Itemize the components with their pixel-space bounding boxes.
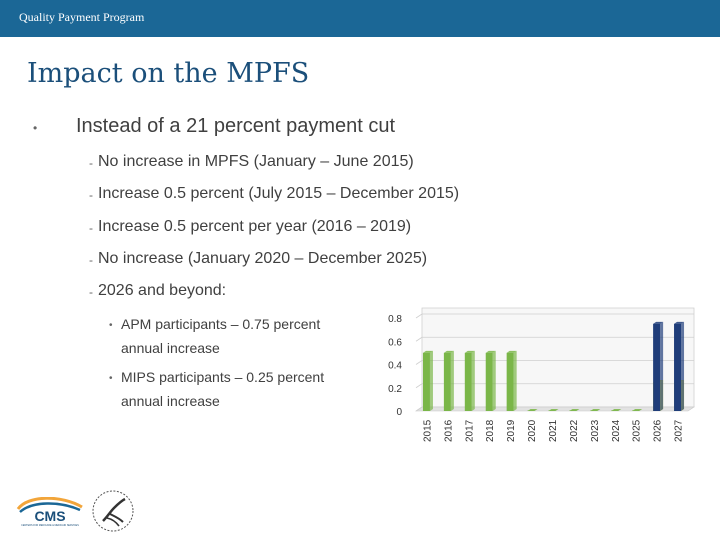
x-tick-label: 2018	[485, 419, 496, 442]
y-tick-label: 0.6	[388, 337, 402, 348]
x-tick-label: 2027	[674, 419, 685, 442]
cms-logo-text: CMS	[34, 508, 65, 524]
x-tick-label: 2015	[422, 419, 433, 442]
cms-logo-subtext: CENTERS FOR MEDICARE & MEDICAID SERVICES	[21, 524, 79, 527]
bar-top	[422, 350, 433, 353]
bar	[674, 323, 682, 411]
bar	[569, 410, 577, 411]
bullet-marker: •	[109, 373, 113, 384]
cms-logo: CMS CENTERS FOR MEDICARE & MEDICAID SERV…	[16, 497, 83, 527]
bar-side	[429, 350, 433, 411]
bar	[422, 352, 430, 411]
bar	[485, 352, 493, 411]
sub-bullet: No increase in MPFS (January – June 2015…	[98, 153, 414, 170]
bar-side	[471, 350, 475, 411]
hhs-seal-icon	[92, 490, 134, 532]
x-tick-label: 2023	[590, 419, 601, 442]
grid-diagonal	[415, 383, 423, 389]
x-tick-label: 2022	[569, 419, 580, 442]
y-tick-label: 0.2	[388, 384, 402, 395]
apm-bullet: APM participants – 0.75 percent annual i…	[121, 316, 321, 356]
x-tick-label: 2026	[653, 419, 664, 442]
bar	[506, 352, 514, 411]
x-tick-label: 2021	[548, 419, 559, 442]
bullet-marker: •	[33, 121, 38, 135]
bar-side	[681, 321, 685, 411]
grid-diagonal	[415, 406, 423, 412]
x-tick-label: 2017	[464, 419, 475, 442]
grid-diagonal	[415, 313, 423, 319]
dash-marker: -	[89, 221, 93, 235]
bar-top	[443, 350, 454, 353]
x-tick-label: 2024	[611, 419, 622, 442]
dash-marker: -	[89, 156, 93, 170]
main-bullet: Instead of a 21 percent payment cut	[76, 115, 396, 137]
mips-bullet: MIPS participants – 0.25 percent annual …	[121, 369, 325, 409]
bar	[527, 410, 535, 411]
bar-top	[674, 321, 685, 324]
bar	[443, 352, 451, 411]
bar	[548, 410, 556, 411]
y-tick-label: 0.4	[388, 361, 402, 372]
dash-marker: -	[89, 285, 93, 299]
x-tick-label: 2025	[632, 419, 643, 442]
header-bar: Quality Payment Program	[0, 0, 720, 37]
x-tick-label: 2016	[443, 419, 454, 442]
sub-bullet: Increase 0.5 percent (July 2015 – Decemb…	[98, 185, 460, 202]
bar-side	[513, 350, 517, 411]
bar	[653, 323, 661, 411]
bar	[464, 352, 472, 411]
x-tick-label: 2020	[527, 419, 538, 442]
y-tick-label: 0	[396, 407, 402, 418]
dash-marker: -	[89, 188, 93, 202]
bar	[632, 410, 640, 411]
bar	[611, 410, 619, 411]
sub-bullet: No increase (January 2020 – December 202…	[98, 250, 428, 267]
payment-update-chart: 0 0.2 0.4 0.6 0.8 2015 2016 2017 2018 2019 2020 202…	[388, 307, 695, 442]
bar-top	[485, 350, 496, 353]
program-title: Quality Payment Program	[19, 10, 145, 24]
sub-bullet: Increase 0.5 percent per year (2016 – 20…	[98, 218, 412, 235]
y-tick-label: 0.8	[388, 314, 402, 325]
sub-bullet: 2026 and beyond:	[98, 282, 227, 299]
bar-side	[450, 350, 454, 411]
bar-side	[660, 321, 664, 411]
slide-title: Impact on the MPFS	[27, 58, 310, 89]
bar-top	[464, 350, 475, 353]
dash-marker: -	[89, 253, 93, 267]
x-tick-label: 2019	[506, 419, 517, 442]
grid-diagonal	[415, 360, 423, 365]
grid-diagonal	[415, 336, 423, 342]
bar-top	[653, 321, 664, 324]
bar-side	[492, 350, 496, 411]
bar	[590, 410, 598, 411]
bullet-marker: •	[109, 320, 113, 331]
bar-top	[506, 350, 517, 353]
